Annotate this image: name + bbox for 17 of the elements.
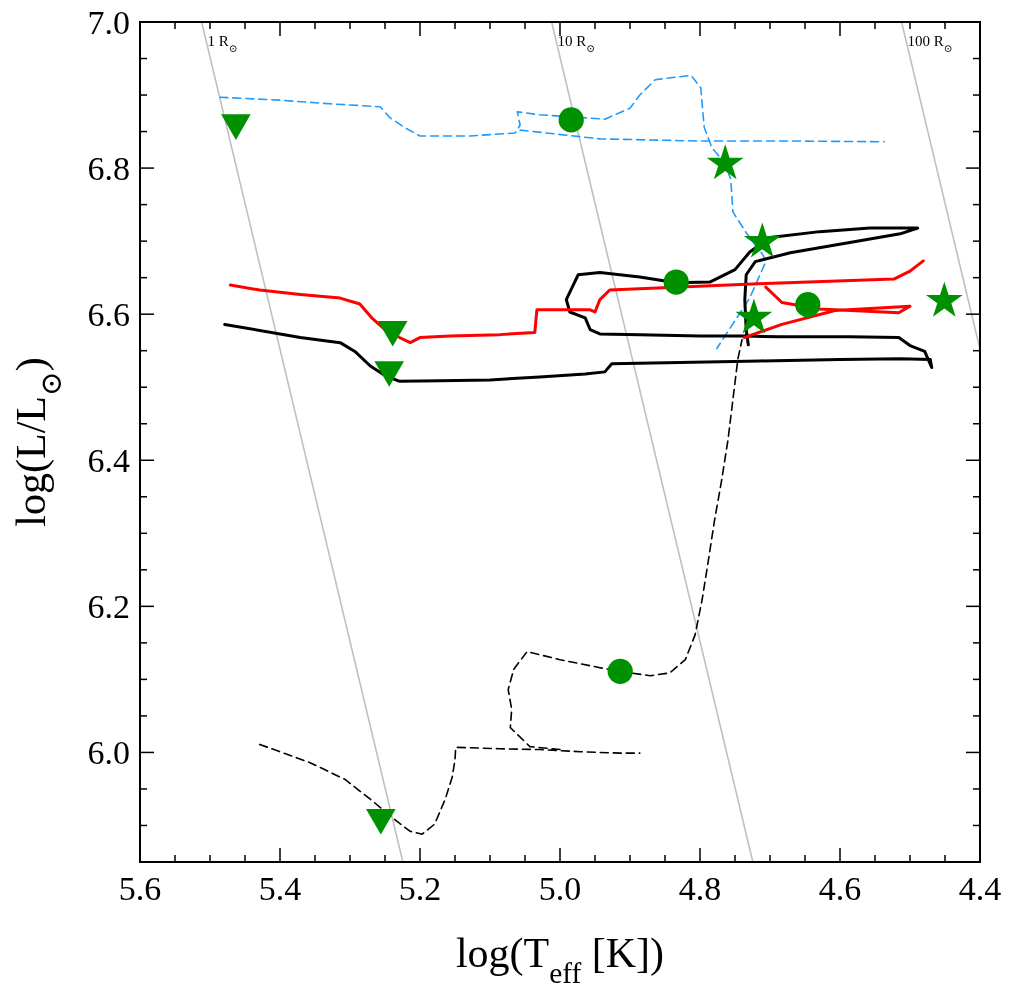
series-label: 1 R$_{⊙}$ (207, 33, 238, 54)
y-tick-label: 7.0 (87, 4, 130, 41)
series-label: 100 R$_{⊙}$ (907, 33, 953, 54)
x-tick-label: 5.2 (398, 870, 442, 907)
y-tick-label: 6.2 (87, 588, 130, 626)
x-tick-label: 5.0 (538, 870, 582, 907)
y-tick-label: 6.8 (87, 150, 130, 188)
y-tick-label: 6.0 (87, 734, 130, 772)
x-axis-title: log(T$_{eff}$ [K]) (455, 930, 665, 988)
x-tick-label: 4.8 (678, 870, 722, 907)
x-tick-label: 4.6 (818, 870, 862, 907)
y-tick-label: 6.4 (87, 442, 130, 480)
series-label: 10 R$_{⊙}$ (557, 33, 596, 54)
x-tick-label: 5.4 (258, 870, 302, 907)
y-tick-label: 6.6 (87, 296, 130, 334)
x-tick-label: 4.4 (958, 870, 1002, 907)
x-tick-label: 5.6 (118, 870, 162, 907)
